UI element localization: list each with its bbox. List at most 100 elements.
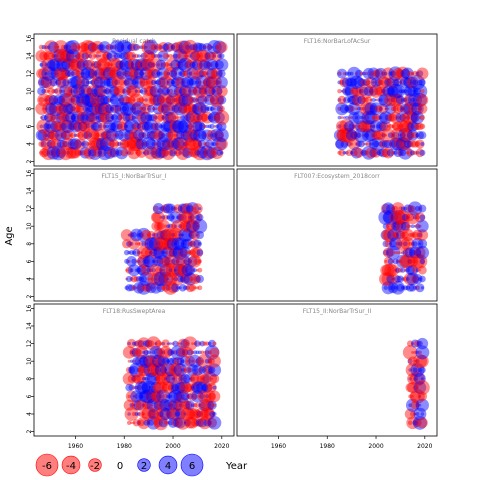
bubble-point — [205, 72, 209, 76]
y-tick-label: 14 — [26, 322, 33, 330]
bubble-point — [178, 248, 188, 257]
bubble-point — [49, 111, 63, 124]
bubble-point — [98, 67, 112, 80]
bubble-point — [177, 61, 184, 69]
bubble-point — [145, 76, 157, 89]
bubble-point — [131, 285, 137, 291]
bubble-point — [173, 104, 183, 114]
bubble-point — [398, 259, 403, 264]
bubble-point — [81, 52, 89, 60]
bubble-point — [126, 240, 133, 247]
bubble-point — [110, 98, 114, 102]
bubble-point — [206, 147, 218, 159]
bubble-point — [159, 346, 173, 359]
bubble-point — [175, 62, 180, 67]
bubble-point — [172, 399, 184, 411]
bubble-point — [189, 96, 196, 104]
bubble-point — [157, 114, 165, 121]
bubble-point — [203, 98, 207, 102]
bubble-point — [205, 98, 209, 102]
bubble-point — [205, 106, 210, 111]
legend-label: 2 — [141, 461, 147, 472]
bubble-point — [418, 204, 427, 213]
bubble-point — [166, 95, 176, 105]
bubble-point — [389, 210, 403, 224]
bubble-point — [198, 50, 211, 62]
bubble-point — [185, 59, 195, 70]
bubble-point — [172, 245, 188, 260]
bubble-point — [105, 113, 114, 122]
bubble-point — [172, 417, 183, 428]
bubble-point — [57, 142, 60, 146]
bubble-point — [124, 66, 139, 81]
bubble-point — [403, 206, 408, 211]
bubble-point — [158, 418, 168, 428]
bubble-point — [203, 133, 207, 137]
bubble-point — [176, 357, 185, 365]
bubble-point — [92, 103, 103, 115]
bubble-point — [134, 53, 139, 59]
bubble-point — [130, 390, 143, 403]
bubble-point — [202, 374, 212, 384]
bubble-point — [169, 211, 182, 224]
bubble-point — [184, 61, 192, 69]
bubble-point — [174, 89, 177, 93]
bubble-point — [152, 94, 165, 106]
bubble-point — [134, 116, 138, 120]
bubble-point — [54, 81, 58, 84]
bubble-point — [98, 148, 107, 158]
bubble-point — [151, 145, 166, 160]
bubble-point — [400, 285, 405, 290]
bubble-point — [186, 96, 194, 104]
bubble-point — [134, 339, 143, 348]
bubble-point — [135, 276, 142, 282]
bubble-point — [414, 205, 421, 212]
bubble-point — [382, 85, 394, 97]
bubble-point — [79, 120, 91, 132]
bubble-point — [69, 81, 72, 84]
bubble-point — [121, 106, 128, 112]
bubble-point — [158, 71, 163, 76]
bubble-point — [166, 407, 180, 421]
bubble-point — [384, 240, 392, 248]
bubble-point — [173, 356, 183, 366]
bubble-point — [140, 87, 148, 95]
bubble-point — [369, 89, 374, 94]
bubble-point — [144, 248, 153, 257]
y-tick-label: 16 — [26, 169, 33, 177]
bubble-point — [190, 104, 200, 114]
bubble-point — [178, 210, 193, 225]
bubble-point — [96, 58, 109, 71]
bubble-point — [396, 275, 404, 283]
bubble-point — [139, 389, 153, 403]
bubble-point — [151, 359, 156, 363]
bubble-point — [358, 88, 364, 94]
bubble-point — [122, 95, 131, 105]
bubble-point — [207, 113, 217, 122]
bubble-point — [403, 89, 408, 94]
bubble-point — [186, 202, 200, 216]
bubble-point — [353, 127, 369, 143]
bubble-point — [196, 213, 204, 222]
bubble-point — [403, 268, 407, 272]
bubble-point — [70, 83, 86, 99]
bubble-point — [156, 398, 170, 412]
bubble-point — [119, 139, 130, 149]
bubble-point — [146, 350, 151, 355]
bubble-point — [38, 141, 45, 147]
bubble-point — [129, 347, 139, 357]
bubble-point — [152, 354, 165, 368]
bubble-point — [191, 44, 199, 51]
bubble-point — [203, 142, 207, 146]
bubble-point — [144, 145, 158, 160]
bubble-point — [136, 374, 146, 384]
bubble-point — [88, 149, 97, 157]
bubble-point — [413, 407, 427, 421]
bubble-point — [210, 142, 214, 146]
bubble-point — [407, 71, 413, 77]
bubble-point — [123, 399, 135, 411]
bubble-point — [401, 228, 414, 242]
bubble-point — [386, 221, 395, 231]
bubble-point — [101, 141, 108, 147]
bubble-point — [170, 77, 181, 87]
